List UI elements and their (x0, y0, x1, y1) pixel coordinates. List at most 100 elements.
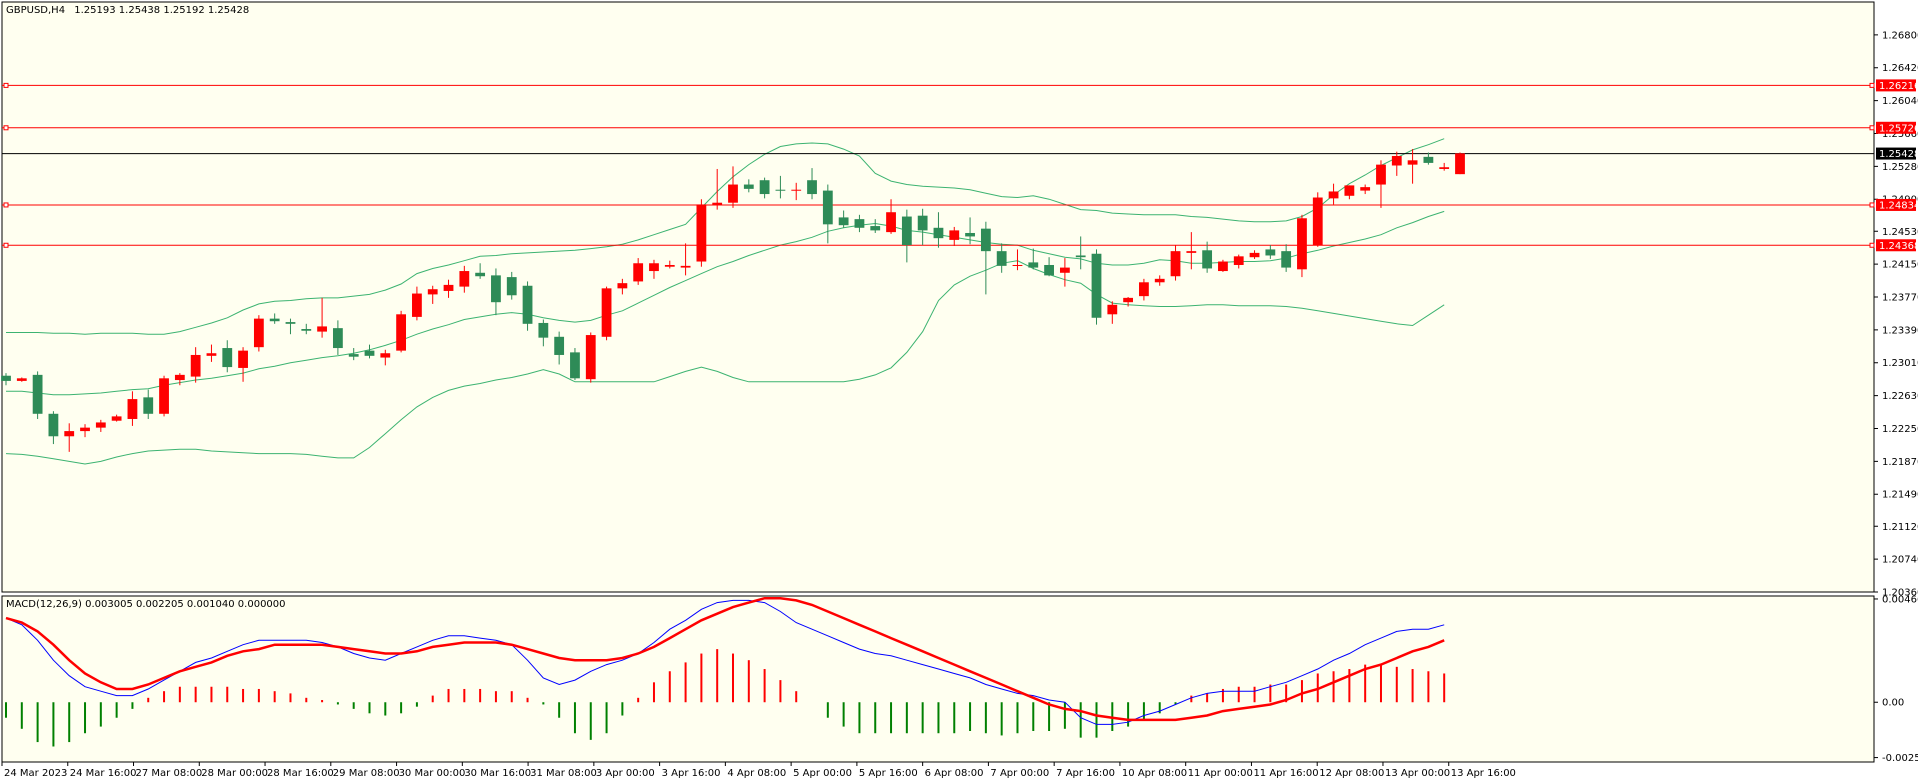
candle-body (1312, 197, 1323, 246)
candle-body (1344, 185, 1355, 196)
candle-body (1265, 249, 1276, 256)
candle-body (317, 326, 327, 332)
candle-body (380, 353, 391, 358)
candle-body (554, 336, 565, 355)
candle-body (412, 293, 422, 317)
candle-body (1107, 304, 1118, 315)
candle-body (980, 228, 991, 252)
level-anchor-handle[interactable] (1869, 202, 1875, 208)
candle-body (917, 215, 928, 231)
price-axis-tick-label: 1.24530 (1882, 227, 1918, 238)
time-axis-label: 3 Apr 16:00 (662, 768, 721, 779)
candle-body (95, 422, 106, 428)
time-axis-label: 7 Apr 16:00 (1056, 768, 1115, 779)
level-anchor-handle[interactable] (3, 242, 9, 248)
candle-body (253, 318, 264, 348)
candle-body (791, 189, 802, 191)
level-price-tag-label: 1.24368 (1879, 241, 1918, 252)
candle-body (664, 264, 675, 267)
level-price-tag-label: 1.25726 (1879, 123, 1918, 134)
time-axis-label: 3 Apr 00:00 (596, 768, 655, 779)
time-axis-label: 12 Apr 08:00 (1319, 768, 1384, 779)
candle-body (1328, 191, 1339, 199)
price-axis-tick-label: 1.21870 (1882, 457, 1918, 468)
candle-body (1360, 187, 1371, 191)
level-price-tag (1876, 239, 1916, 252)
bollinger-upper-band (6, 138, 1445, 335)
time-axis-label: 30 Mar 16:00 (464, 768, 531, 779)
candle-body (1202, 250, 1213, 269)
candle-body (364, 350, 375, 356)
candle-body (743, 184, 754, 189)
level-anchor-handle[interactable] (3, 202, 9, 208)
candle-body (712, 202, 723, 206)
candle-body (807, 180, 817, 195)
candle-body (332, 328, 343, 349)
price-axis-tick-label: 1.25280 (1882, 162, 1918, 173)
candle-body (1297, 218, 1307, 270)
candle-body (396, 314, 407, 351)
level-anchor-handle[interactable] (1869, 82, 1875, 88)
candle-body (649, 263, 659, 272)
time-axis-label: 28 Mar 16:00 (267, 768, 334, 779)
candle-body (949, 230, 960, 240)
price-axis-tick-label: 1.21490 (1882, 490, 1918, 501)
ohlc-values: 1.25193 1.25438 1.25192 1.25428 (74, 5, 249, 16)
symbol-label: GBPUSD,H4 (6, 5, 65, 16)
candle-body (111, 416, 122, 421)
time-axis-label: 11 Apr 00:00 (1188, 768, 1253, 779)
time-axis-label: 30 Mar 00:00 (399, 768, 466, 779)
candle-body (1012, 264, 1023, 266)
macd-panel[interactable] (1, 595, 1875, 763)
time-axis-label: 7 Apr 00:00 (990, 768, 1049, 779)
time-axis-label: 24 Mar 2023 (4, 768, 67, 779)
candle-body (127, 399, 138, 419)
time-axis-label: 13 Apr 00:00 (1385, 768, 1450, 779)
candle-body (348, 354, 359, 357)
candle-body (601, 288, 612, 337)
candle-body (48, 413, 59, 437)
candle-body (1439, 167, 1450, 169)
level-anchor-handle[interactable] (1869, 242, 1875, 248)
time-axis-label: 31 Mar 08:00 (530, 768, 597, 779)
price-axis-tick-label: 1.20360 (1882, 588, 1918, 599)
candle-body (475, 272, 486, 277)
candle-body (491, 275, 501, 303)
candle-body (1, 375, 11, 381)
candle-body (443, 284, 454, 291)
candle-body (190, 354, 201, 377)
candle-body (728, 184, 738, 203)
candle-body (1376, 164, 1386, 185)
price-panel[interactable] (1, 1, 1875, 593)
candle-body (822, 190, 833, 225)
candle-body (1407, 160, 1418, 165)
level-anchor-handle[interactable] (3, 82, 9, 88)
candle-body (1455, 153, 1465, 175)
price-axis-tick-label: 1.21120 (1882, 522, 1918, 533)
price-axis-tick-label: 1.26800 (1882, 30, 1918, 41)
candle-body (886, 212, 896, 233)
candle-body (1170, 251, 1181, 277)
time-axis-label: 11 Apr 16:00 (1253, 768, 1318, 779)
price-axis-tick-label: 1.23010 (1882, 358, 1918, 369)
candle-body (506, 277, 517, 296)
price-axis-tick-label: 1.24150 (1882, 260, 1918, 271)
candle-body (870, 226, 881, 231)
candle-body (16, 378, 27, 381)
price-axis-tick-label: 1.23390 (1882, 325, 1918, 336)
time-axis-label: 5 Apr 16:00 (859, 768, 918, 779)
time-axis-label: 4 Apr 08:00 (727, 768, 786, 779)
candle-body (570, 352, 580, 379)
level-anchor-handle[interactable] (3, 125, 9, 131)
level-anchor-handle[interactable] (1869, 125, 1875, 131)
candle-body (174, 374, 185, 381)
candle-body (1075, 255, 1086, 258)
price-axis-tick-label: 1.20740 (1882, 555, 1918, 566)
level-price-tag-label: 1.24834 (1879, 200, 1918, 211)
current-price-tag (1876, 147, 1916, 160)
candle-body (585, 335, 596, 380)
candle-body (206, 353, 217, 356)
price-axis-tick-label: 1.22250 (1882, 424, 1918, 435)
